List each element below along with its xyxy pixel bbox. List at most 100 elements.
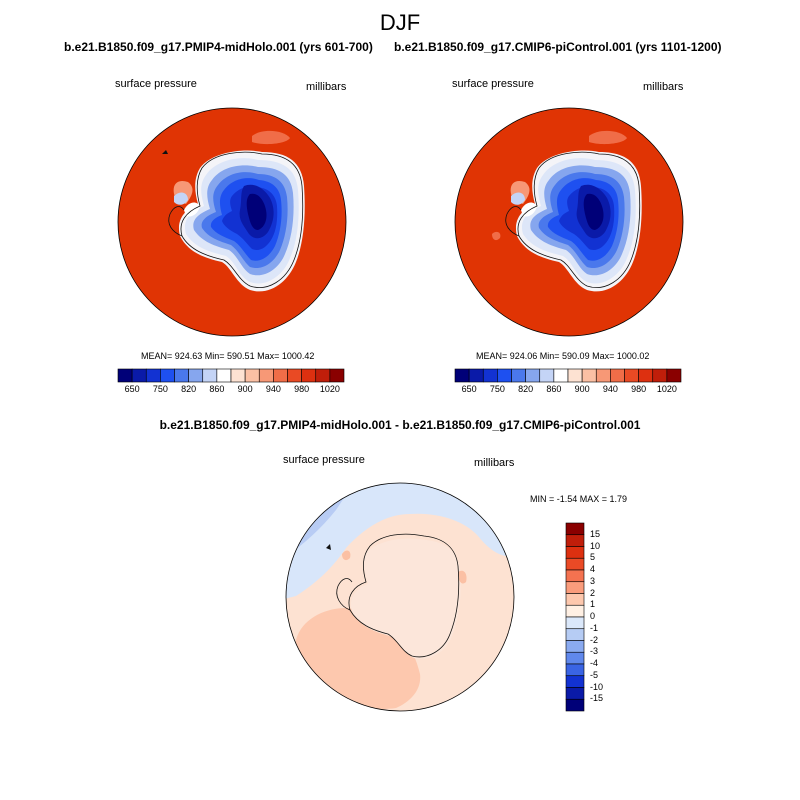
colorbar-panel-1-swatch (131, 368, 147, 383)
colorbar-panel-2-swatch (539, 368, 555, 383)
colorbar-diff-tick-label: -3 (590, 646, 599, 657)
colorbar-panel-2-swatch (624, 368, 639, 383)
colorbar-panel-2-tick-label: 650 (461, 384, 477, 394)
colorbar-panel-1-swatch (258, 368, 274, 383)
colorbar-panel-2-swatch (482, 368, 498, 383)
colorbar-panel-2-swatch (581, 368, 597, 383)
colorbar-panel-1-tick-label: 650 (124, 384, 140, 394)
colorbar-diff-tick-label: 15 (590, 528, 601, 539)
colorbar-panel-1-swatch (301, 368, 317, 383)
colorbar-panel-2-swatch (525, 368, 541, 383)
diff-panel-stats: MIN = -1.54 MAX = 1.79 (530, 494, 628, 504)
colorbar-panel-1-tick-label: 860 (209, 384, 225, 394)
diff-map (286, 483, 514, 711)
colorbar-diff-swatch (565, 675, 585, 688)
panel-1-variable: surface pressure (115, 78, 197, 90)
colorbar-panel-1 (117, 368, 345, 383)
colorbar-panel-2-swatch (567, 368, 583, 383)
colorbar-panel-1-swatch (230, 368, 246, 383)
colorbar-diff-tick-label: 10 (590, 540, 601, 551)
colorbar-panel-1-swatch (202, 368, 218, 383)
colorbar-diff-swatch (565, 663, 585, 677)
panel-1-boundary (117, 107, 347, 337)
colorbar-panel-2-tick-label: 820 (518, 384, 534, 394)
colorbar-panel-1-swatch (188, 368, 204, 383)
colorbar-panel-2 (454, 368, 682, 383)
colorbar-panel-1-tick-label: 980 (294, 384, 310, 394)
diff-map-boundary (285, 482, 515, 712)
panel-1-units: millibars (306, 81, 347, 93)
colorbar-panel-2-swatch (454, 368, 470, 383)
panel-2-stats: MEAN= 924.06 Min= 590.09 Max= 1000.02 (476, 351, 650, 361)
diff-panel-units: millibars (474, 457, 515, 469)
diff-panel-title: b.e21.B1850.f09_g17.PMIP4-midHolo.001 - … (159, 418, 641, 432)
season-title: DJF (379, 10, 421, 35)
colorbar-diff-tick-label: -4 (590, 658, 599, 668)
colorbar-diff-swatch (565, 687, 585, 700)
colorbar-panel-2-tick-label: 1020 (656, 384, 677, 394)
colorbar-panel-2-swatch (610, 368, 625, 383)
colorbar-panel-1-swatch (273, 368, 288, 383)
colorbar-panel-2-tick-label: 750 (489, 384, 505, 394)
colorbar-diff-swatch (565, 581, 585, 594)
colorbar-diff-swatch (565, 628, 585, 641)
colorbar-diff-swatch (565, 546, 585, 559)
colorbar-panel-2-swatch (468, 368, 484, 383)
colorbar-diff-tick-label: -10 (590, 681, 604, 692)
colorbar-diff-swatch (565, 534, 585, 547)
colorbar-panel-1-tick-label: 940 (265, 384, 281, 394)
colorbar-diff-swatch (565, 698, 585, 712)
panel-2-boundary (454, 107, 684, 337)
colorbar-diff-swatch (565, 640, 585, 653)
panel-2-units: millibars (643, 81, 684, 93)
colorbar-panel-2-swatch (652, 368, 668, 383)
panel-2-title: b.e21.B1850.f09_g17.CMIP6-piControl.001 … (394, 40, 722, 54)
panel-1-title: b.e21.B1850.f09_g17.PMIP4-midHolo.001 (y… (64, 40, 373, 54)
colorbar-panel-2-tick-label: 900 (574, 384, 590, 394)
colorbar-diff-swatch (565, 616, 585, 630)
colorbar-diff-tick-label: -15 (590, 693, 604, 704)
colorbar-panel-1-tick-label: 900 (237, 384, 253, 394)
colorbar-panel-1-swatch (244, 368, 260, 383)
panel-1-map (118, 108, 346, 336)
colorbar-panel-1-swatch (216, 368, 232, 383)
panel-1-stats: MEAN= 924.63 Min= 590.51 Max= 1000.42 (141, 351, 315, 361)
colorbar-diff-swatch (565, 557, 585, 571)
diff-panel-variable: surface pressure (283, 454, 365, 466)
colorbar-diff-swatch (565, 593, 585, 606)
colorbar-diff-swatch (565, 569, 585, 583)
colorbar-diff-tick-label: 4 (590, 564, 596, 574)
colorbar-diff-tick-label: 0 (590, 611, 596, 621)
colorbar-panel-1-swatch (160, 368, 175, 383)
colorbar-panel-2-swatch (553, 368, 569, 383)
panel-2-map (455, 108, 683, 336)
colorbar-panel-1-swatch (329, 368, 345, 383)
colorbar-panel-2-tick-label: 940 (602, 384, 618, 394)
colorbar-panel-2-swatch (595, 368, 611, 383)
colorbar-panel-2-swatch (638, 368, 654, 383)
colorbar-panel-2-swatch (497, 368, 512, 383)
colorbar-panel-2-swatch (666, 368, 682, 383)
colorbar-diff-tick-label: 2 (590, 587, 596, 598)
colorbar-diff-swatch (565, 522, 585, 536)
panel-2-variable: surface pressure (452, 78, 534, 90)
colorbar-diff-tick-label: -2 (590, 634, 599, 645)
colorbar-diff-tick-label: -5 (590, 669, 599, 680)
colorbar-panel-1-swatch (145, 368, 161, 383)
colorbar-diff-swatch (565, 651, 585, 665)
colorbar-panel-1-swatch (117, 368, 133, 383)
colorbar-diff-tick-label: 5 (590, 552, 596, 563)
colorbar-panel-1-swatch (174, 368, 189, 383)
colorbar-diff-swatch (565, 604, 585, 618)
colorbar-diff (565, 522, 585, 712)
colorbar-diff-tick-label: -1 (590, 622, 599, 633)
colorbar-panel-2-tick-label: 860 (546, 384, 562, 394)
colorbar-panel-1-swatch (287, 368, 302, 383)
colorbar-panel-1-tick-label: 750 (152, 384, 168, 394)
colorbar-diff-tick-label: 1 (590, 599, 596, 610)
colorbar-panel-1-tick-label: 820 (181, 384, 197, 394)
colorbar-panel-1-swatch (315, 368, 331, 383)
colorbar-panel-2-tick-label: 980 (631, 384, 647, 394)
colorbar-panel-2-swatch (511, 368, 526, 383)
